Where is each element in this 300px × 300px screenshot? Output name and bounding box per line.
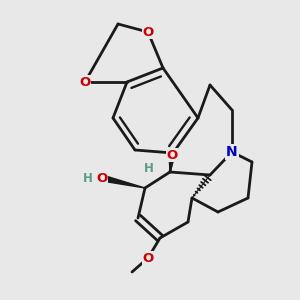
Text: O: O	[96, 172, 108, 184]
Polygon shape	[169, 154, 175, 172]
Text: H: H	[143, 163, 153, 176]
Text: O: O	[142, 26, 154, 38]
Text: O: O	[142, 251, 154, 265]
Text: H: H	[83, 172, 92, 184]
Text: O: O	[167, 148, 178, 161]
Text: N: N	[226, 145, 238, 159]
Polygon shape	[101, 175, 145, 188]
Text: O: O	[80, 76, 91, 88]
